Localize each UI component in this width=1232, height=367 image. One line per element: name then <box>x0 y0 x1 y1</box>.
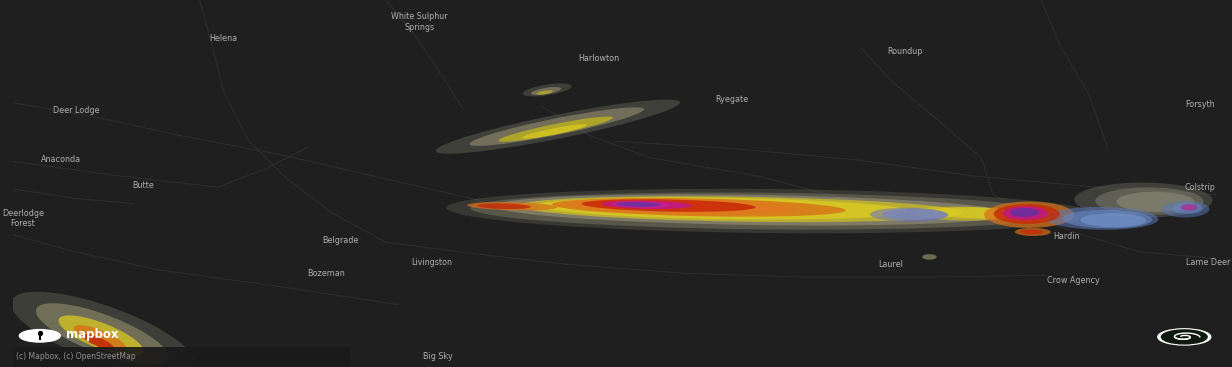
Ellipse shape <box>522 124 586 139</box>
Ellipse shape <box>469 107 644 146</box>
Ellipse shape <box>1162 201 1210 217</box>
Ellipse shape <box>467 202 557 210</box>
Ellipse shape <box>436 99 680 154</box>
Ellipse shape <box>1116 192 1195 212</box>
Ellipse shape <box>1045 207 1158 230</box>
Ellipse shape <box>1173 203 1202 214</box>
Text: Livingston: Livingston <box>411 258 452 267</box>
Text: Hardin: Hardin <box>1053 232 1079 241</box>
Ellipse shape <box>1080 213 1146 227</box>
Ellipse shape <box>591 200 721 210</box>
Ellipse shape <box>602 201 692 209</box>
Ellipse shape <box>522 83 572 97</box>
Ellipse shape <box>1003 206 1048 220</box>
Ellipse shape <box>870 208 947 222</box>
Text: Butte: Butte <box>132 181 154 190</box>
Ellipse shape <box>519 196 962 222</box>
Text: Helena: Helena <box>209 34 238 43</box>
Ellipse shape <box>74 325 127 352</box>
Text: Belgrade: Belgrade <box>322 236 359 245</box>
Text: Ryegate: Ryegate <box>716 95 749 103</box>
Circle shape <box>1158 329 1211 345</box>
Ellipse shape <box>1180 204 1198 211</box>
Ellipse shape <box>1021 229 1042 235</box>
Ellipse shape <box>930 207 1020 218</box>
Ellipse shape <box>84 334 115 350</box>
Ellipse shape <box>471 192 1060 230</box>
Text: (c) Mapbox, (c) OpenStreetMap: (c) Mapbox, (c) OpenStreetMap <box>16 352 136 361</box>
Ellipse shape <box>616 202 662 207</box>
Ellipse shape <box>498 117 612 142</box>
Text: mapbox: mapbox <box>67 328 118 341</box>
Text: Big Sky: Big Sky <box>423 352 452 361</box>
Ellipse shape <box>568 199 796 214</box>
Text: Colstrip: Colstrip <box>1184 183 1215 192</box>
Ellipse shape <box>531 87 562 95</box>
Ellipse shape <box>477 203 531 209</box>
Text: Bozeman: Bozeman <box>307 269 345 278</box>
Ellipse shape <box>1095 187 1204 215</box>
Circle shape <box>1162 330 1207 344</box>
Text: Lame Deer: Lame Deer <box>1186 258 1231 267</box>
Ellipse shape <box>984 201 1074 228</box>
Ellipse shape <box>1015 228 1051 236</box>
Text: Harlowton: Harlowton <box>578 54 620 63</box>
Ellipse shape <box>11 292 196 367</box>
Bar <box>14 347 350 367</box>
Text: Anaconda: Anaconda <box>42 155 81 164</box>
Ellipse shape <box>446 189 1095 233</box>
Ellipse shape <box>537 90 553 95</box>
Ellipse shape <box>59 315 144 356</box>
Ellipse shape <box>1074 182 1212 218</box>
Ellipse shape <box>909 207 1018 221</box>
Ellipse shape <box>1010 208 1039 217</box>
Ellipse shape <box>36 303 169 365</box>
Ellipse shape <box>552 198 845 217</box>
Text: Laurel: Laurel <box>878 260 903 269</box>
Ellipse shape <box>1062 210 1152 228</box>
Text: Crow Agency: Crow Agency <box>1047 276 1100 285</box>
Ellipse shape <box>882 209 949 220</box>
Circle shape <box>20 330 60 342</box>
Text: Forsyth: Forsyth <box>1185 100 1215 109</box>
Text: Deer Lodge: Deer Lodge <box>53 106 99 115</box>
Ellipse shape <box>611 201 671 208</box>
Ellipse shape <box>994 204 1060 224</box>
Ellipse shape <box>582 199 755 212</box>
Text: Roundup: Roundup <box>888 47 923 56</box>
Ellipse shape <box>923 254 936 260</box>
Text: White Sulphur
Springs: White Sulphur Springs <box>392 12 448 32</box>
Text: Deerlodge
Forest: Deerlodge Forest <box>2 209 44 228</box>
Ellipse shape <box>537 197 909 219</box>
Ellipse shape <box>494 195 1010 225</box>
